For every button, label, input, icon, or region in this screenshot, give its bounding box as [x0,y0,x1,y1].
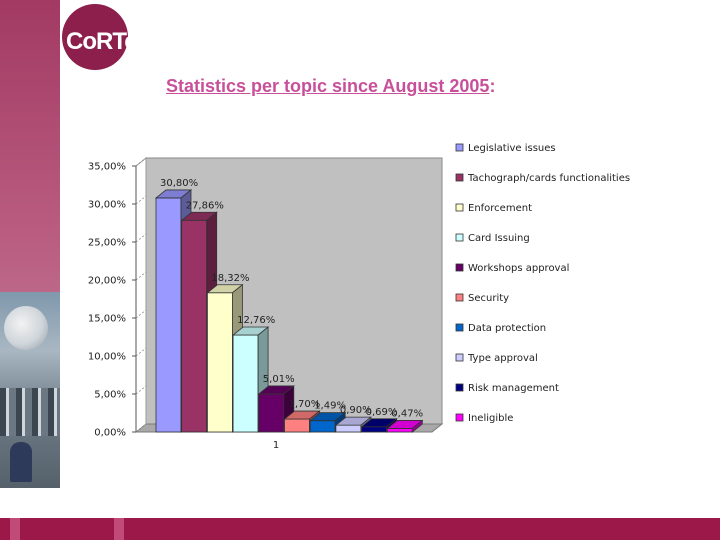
data-label-6: 1,70% [289,399,321,410]
data-label-10: 0,47% [391,408,423,419]
footer-bar [0,518,720,540]
footer-stripe [10,518,20,540]
bar-3 [206,292,233,433]
satellite-dish-image [4,306,48,350]
data-label-2: 27,86% [186,200,224,211]
bar-4 [232,334,259,433]
y-tick-label: 30,00% [88,200,126,211]
bar-9 [361,426,388,433]
slide-title: Statistics per topic since August 2005: [166,76,495,97]
slide-title-colon: : [489,76,496,96]
legend-swatch-10 [455,413,464,422]
data-label-9: 0,69% [366,407,398,418]
data-label-3: 18,32% [211,273,249,284]
bar-7 [309,420,336,433]
legend-swatch-7 [455,323,464,332]
photo-collage [0,292,60,488]
bar-10 [386,428,413,433]
footer-stripe [114,518,124,540]
legend-swatch-9 [455,383,464,392]
legend-label-5: Workshops approval [468,263,569,274]
bar-10-side [411,419,423,433]
legend-label-7: Data protection [468,323,546,334]
legend-label-8: Type approval [467,353,538,364]
y-tick-label: 10,00% [88,352,126,363]
y-tick-label: 0,00% [94,428,126,439]
y-tick-label: 5,00% [94,390,126,401]
bar-1 [155,197,182,433]
traffic-image [0,388,60,436]
data-label-1: 30,80% [160,178,198,189]
bar-8 [335,424,362,433]
slide-title-text: Statistics per topic since August 2005 [166,76,490,96]
officer-image [10,442,32,482]
legend-label-9: Risk management [468,383,559,394]
legend-swatch-8 [455,353,464,362]
logo-text: CoRTe [66,28,138,55]
legend-swatch-2 [455,173,464,182]
legend-swatch-1 [455,143,464,152]
y-tick-label: 20,00% [88,276,126,287]
legend-swatch-4 [455,233,464,242]
corte-logo [62,4,128,70]
bar-5 [258,393,285,433]
x-category-label: 1 [273,440,279,451]
legend-swatch-5 [455,263,464,272]
chart-side-wall [135,156,147,434]
legend-label-3: Enforcement [468,203,532,214]
y-tick-label: 35,00% [88,162,126,173]
data-label-8: 0,90% [340,405,372,416]
bar-6 [284,418,310,433]
legend-label-4: Card Issuing [468,233,530,244]
chart-frame: 0,00% 5,00% 10,00% 15,00% 20,00% 25,00% 30,00%… [70,130,648,484]
legend-label-2: Tachograph/cards functionalities [467,173,630,184]
bar-2 [181,219,208,433]
legend-swatch-6 [455,293,464,302]
data-label-5: 5,01% [263,374,295,385]
legend-label-1: Legislative issues [468,143,556,154]
legend-label-10: Ineligible [468,413,513,424]
bar-chart: 0,00% 5,00% 10,00% 15,00% 20,00% 25,00% 30,00%… [88,143,630,451]
y-tick-label: 15,00% [88,314,126,325]
y-tick-label: 25,00% [88,238,126,249]
data-label-4: 12,76% [237,315,275,326]
data-label-7: 1,49% [314,401,346,412]
legend-label-6: Security [468,293,509,304]
legend-swatch-3 [455,203,464,212]
